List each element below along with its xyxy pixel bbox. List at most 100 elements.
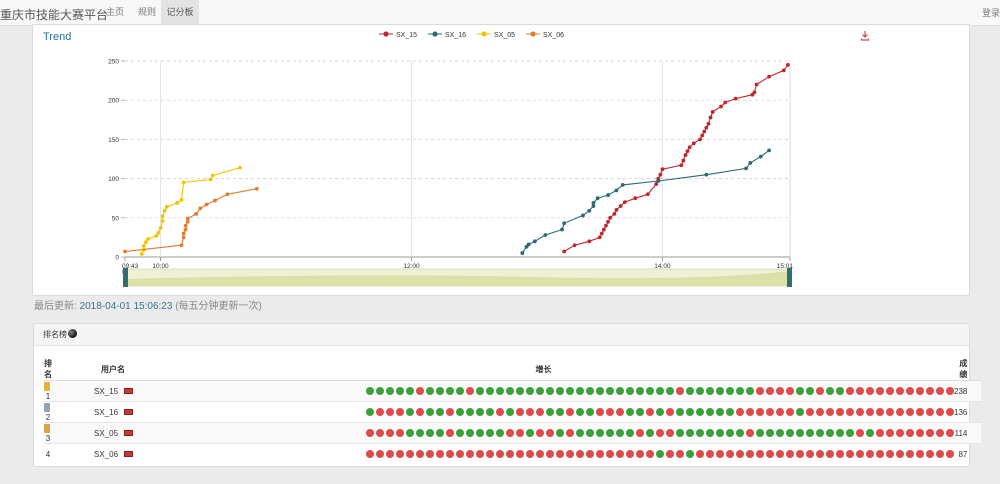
correct-dot xyxy=(776,429,785,437)
data-point xyxy=(185,219,190,224)
username[interactable]: SX_05 xyxy=(94,428,119,438)
download-icon[interactable] xyxy=(860,31,870,41)
correct-dot xyxy=(736,429,745,437)
legend-label: SX_15 xyxy=(396,32,417,39)
wrong-dot xyxy=(826,450,835,459)
user-cell: SX_06 xyxy=(52,443,134,465)
correct-dot xyxy=(526,429,535,437)
username[interactable]: SX_15 xyxy=(94,386,119,396)
x-tick-time: 15:01 xyxy=(777,263,794,270)
wrong-dot xyxy=(926,408,935,416)
correct-dot xyxy=(626,387,635,395)
nav-rules[interactable]: 规则 xyxy=(137,7,156,17)
username[interactable]: SX_06 xyxy=(94,449,119,459)
navbar: 重庆市技能大赛平台 主页 规则 记分板 登录 xyxy=(0,0,1000,26)
data-point xyxy=(748,161,753,165)
data-point xyxy=(733,96,738,101)
wrong-dot xyxy=(856,387,865,395)
wrong-dot xyxy=(776,450,785,459)
data-point xyxy=(754,82,759,87)
wrong-dot xyxy=(926,429,935,437)
rank-cell: 2 xyxy=(44,401,52,423)
data-point xyxy=(702,129,707,134)
col-score: 成绩 xyxy=(954,358,982,381)
correct-dot xyxy=(516,387,525,395)
wrong-dot xyxy=(646,408,655,416)
wrong-dot xyxy=(946,429,955,437)
data-point xyxy=(723,100,728,105)
data-point xyxy=(612,211,617,216)
wrong-dot xyxy=(776,408,785,416)
correct-dot xyxy=(676,408,685,416)
data-point xyxy=(599,231,604,236)
correct-dot xyxy=(396,387,405,395)
correct-dot xyxy=(506,408,515,416)
login-link[interactable]: 登录 xyxy=(981,8,1000,18)
correct-dot xyxy=(616,429,625,437)
wrong-dot xyxy=(906,429,915,437)
correct-dot xyxy=(636,387,645,395)
zoom-handle-right[interactable] xyxy=(787,268,792,287)
zoom-handle-left[interactable] xyxy=(123,268,128,287)
wrong-dot xyxy=(536,429,545,437)
correct-dot xyxy=(426,387,435,395)
correct-dot xyxy=(686,429,695,437)
wrong-dot xyxy=(486,450,495,459)
x-tick-time: 09:43 xyxy=(122,263,139,270)
zoom-slider-area xyxy=(125,271,790,286)
data-point xyxy=(198,206,203,211)
last-updated: 最后更新: 2018-04-01 15:06:23 (每五分钟更新一次) xyxy=(34,297,262,312)
correct-dot xyxy=(616,387,625,395)
data-point xyxy=(706,121,711,126)
wrong-dot xyxy=(766,387,775,395)
trend-chart: Trend SX_15 SX_16 SX_05 SX_06 0 50 100 150 200 250… xyxy=(43,31,870,287)
legend-label: SX_16 xyxy=(445,32,466,39)
data-point xyxy=(587,239,592,244)
correct-dot xyxy=(466,429,475,437)
correct-dot xyxy=(406,408,415,416)
correct-dot xyxy=(386,387,395,395)
data-point xyxy=(591,204,596,208)
wrong-dot xyxy=(506,450,515,459)
data-point xyxy=(622,200,627,205)
wrong-dot xyxy=(936,429,945,437)
correct-dot xyxy=(576,429,585,437)
data-point xyxy=(767,74,771,79)
wrong-dot xyxy=(896,408,905,416)
correct-dot xyxy=(546,408,555,416)
wrong-dot xyxy=(946,408,955,416)
wrong-dot xyxy=(446,450,455,459)
wrong-dot xyxy=(726,450,735,459)
data-point xyxy=(581,213,585,218)
y-tick-label: 200 xyxy=(108,98,119,105)
brand-title[interactable]: 重庆市技能大赛平台 xyxy=(0,8,109,22)
x-tick-time: 10:00 xyxy=(152,263,169,270)
wrong-dot xyxy=(616,408,625,416)
score-cell: 114 xyxy=(954,422,982,444)
correct-dot xyxy=(706,387,715,395)
ranking-row: 1 SX_15 238 xyxy=(44,380,982,402)
nav-home[interactable]: 主页 xyxy=(105,7,124,17)
correct-dot xyxy=(786,429,795,437)
wrong-dot xyxy=(376,408,385,416)
wrong-dot xyxy=(676,450,685,459)
wrong-dot xyxy=(606,450,615,459)
data-point xyxy=(786,63,790,67)
wrong-dot xyxy=(416,408,425,416)
correct-dot xyxy=(576,408,585,416)
wrong-dot xyxy=(846,387,855,395)
wrong-dot xyxy=(786,450,795,459)
correct-dot xyxy=(696,408,705,416)
rank-number: 1 xyxy=(45,391,51,401)
username[interactable]: SX_16 xyxy=(94,407,119,417)
data-point xyxy=(238,165,242,170)
col-rank: 排名 xyxy=(44,358,52,381)
wrong-dot xyxy=(926,387,935,395)
y-tick-label: 100 xyxy=(108,176,119,183)
nav-scoreboard[interactable]: 记分板 xyxy=(161,0,199,26)
wrong-dot xyxy=(446,429,455,437)
data-point xyxy=(185,216,190,221)
flag-icon xyxy=(124,408,134,415)
col-user: 用户名 xyxy=(52,358,134,381)
correct-dot xyxy=(436,387,445,395)
